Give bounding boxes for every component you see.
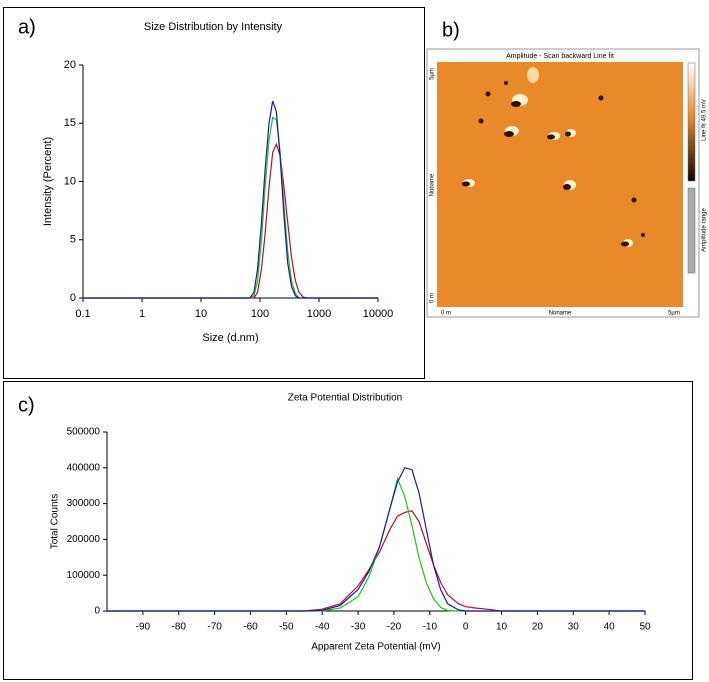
data-line (83, 142, 378, 299)
x-tick-label: -20 (387, 622, 402, 633)
y-axis-label: Total Counts (50, 494, 61, 550)
panel-label: c) (18, 394, 35, 416)
chart-title: Size Distribution by Intensity (144, 21, 283, 33)
data-line (107, 467, 645, 612)
data-line (83, 100, 378, 299)
x-tick-label: 10 (195, 308, 207, 320)
panel-label: b) (442, 19, 460, 41)
y-tick-label: 20 (64, 59, 76, 71)
panel-c-frame (3, 381, 693, 680)
x-tick-label: -10 (423, 622, 438, 633)
x-tick-label: -50 (279, 622, 294, 633)
data-line (107, 476, 645, 612)
colorbar (687, 62, 696, 182)
afm-y-bottom: 0 m (430, 293, 436, 303)
x-tick-label: -70 (207, 622, 222, 633)
x-tick-label: 10000 (363, 308, 394, 320)
y-tick-label: 100000 (67, 570, 101, 581)
y-tick-label: 0 (70, 292, 76, 304)
x-tick-label: 0.1 (75, 308, 90, 320)
y-tick-label: 500000 (67, 427, 101, 438)
panel-label: a) (18, 16, 36, 38)
x-tick-label: 0 (463, 622, 469, 633)
x-tick-label: 100 (251, 308, 269, 320)
y-tick-label: 5 (70, 234, 76, 246)
x-tick-label: -80 (172, 622, 187, 633)
chart-title: Zeta Potential Distribution (288, 393, 403, 404)
data-line (83, 116, 378, 299)
panel-a-frame (3, 7, 425, 379)
afm-image (437, 62, 683, 307)
x-axis-label: Apparent Zeta Potential (mV) (311, 642, 441, 653)
afm-y-name: Noname (430, 173, 436, 196)
range-label: Amplitude range (702, 207, 708, 251)
x-tick-label: 50 (639, 622, 651, 633)
y-axis-label: Intensity (Percent) (42, 137, 54, 226)
y-tick-label: 0 (94, 606, 100, 617)
afm-title: Amplitude - Scan backward Line fit (506, 53, 614, 60)
x-tick-label: -60 (243, 622, 258, 633)
x-tick-label: 40 (604, 622, 616, 633)
afm-x-name: Noname (549, 311, 572, 317)
x-tick-label: -90 (136, 622, 151, 633)
x-tick-label: 20 (532, 622, 544, 633)
afm-y-top: 5µm (430, 68, 436, 80)
x-tick-label: 1 (139, 308, 145, 320)
afm-x-right: 5µm (668, 311, 680, 317)
y-tick-label: 300000 (67, 498, 101, 509)
afm-x-left: 0 m (441, 311, 451, 317)
x-tick-label: 1000 (307, 308, 331, 320)
afm-particles (462, 67, 645, 247)
data-line (107, 510, 645, 612)
colorbar-label: Line fit 49.5 mV (702, 99, 708, 141)
y-tick-label: 400000 (67, 462, 101, 473)
amplitude-range-bar (687, 187, 696, 274)
x-tick-label: 10 (496, 622, 508, 633)
y-tick-label: 10 (64, 175, 76, 187)
y-tick-label: 15 (64, 117, 76, 129)
x-tick-label: -30 (351, 622, 366, 633)
x-axis-label: Size (d.nm) (202, 332, 258, 344)
x-tick-label: 30 (568, 622, 580, 633)
y-tick-label: 200000 (67, 534, 101, 545)
x-tick-label: -40 (315, 622, 330, 633)
